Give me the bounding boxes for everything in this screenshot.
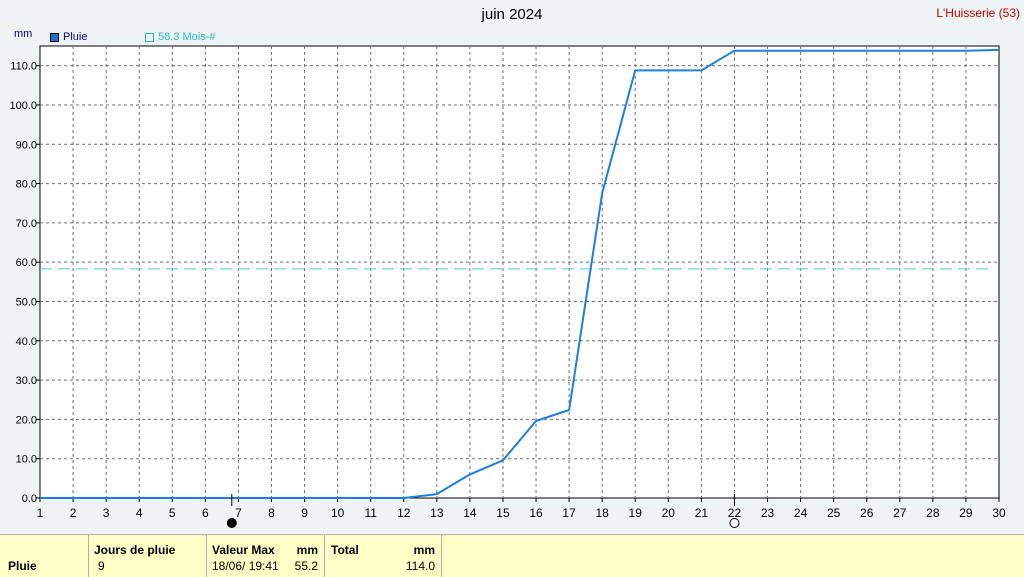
rain-chart: 1 2 3 4 5 6 7 8 9 10 11 12 13 14 15 16 17 18 19 20 21 22 23 24 2… bbox=[9, 45, 1006, 528]
max-value: 55.2 bbox=[294, 559, 318, 573]
x-tick-label: 28 bbox=[926, 506, 940, 520]
x-tick-label: 15 bbox=[496, 506, 510, 520]
x-tick-label: 23 bbox=[761, 506, 775, 520]
x-tick-label: 26 bbox=[860, 506, 874, 520]
summary-cell-jours: Jours de pluie 9 bbox=[88, 535, 206, 577]
x-tick-label: 19 bbox=[629, 506, 643, 520]
x-tick-label: 9 bbox=[301, 506, 308, 520]
x-tick-label: 24 bbox=[794, 506, 808, 520]
x-tick-label: 8 bbox=[268, 506, 275, 520]
jours-value: 9 bbox=[98, 559, 105, 573]
summary-cell-max: Valeur Max mm 18/06/ 19:41 55.2 bbox=[206, 535, 324, 577]
y-tick-label: 90.0 bbox=[16, 139, 37, 151]
y-tick-label: 80.0 bbox=[16, 179, 37, 191]
x-tick-label: 12 bbox=[397, 506, 411, 520]
y-tick-label: 50.0 bbox=[16, 296, 37, 308]
x-tick-label: 6 bbox=[202, 506, 209, 520]
x-tick-label: 4 bbox=[136, 506, 143, 520]
y-tick-label: 110.0 bbox=[10, 61, 37, 73]
legend-swatch-reference bbox=[145, 32, 154, 42]
total-label: Total bbox=[331, 543, 359, 557]
summary-cell-total: Total mm 114.0 bbox=[324, 535, 442, 577]
x-tick-label: 16 bbox=[529, 506, 543, 520]
x-tick-label: 3 bbox=[103, 506, 110, 520]
total-unit: mm bbox=[413, 543, 435, 557]
x-tick-label: 11 bbox=[364, 506, 377, 520]
max-date: 18/06/ 19:41 bbox=[212, 559, 279, 573]
max-label: Valeur Max bbox=[212, 543, 275, 557]
x-tick-label: 22 bbox=[728, 506, 742, 520]
y-tick-label: 10.0 bbox=[16, 454, 37, 466]
x-tick-label: 17 bbox=[562, 506, 576, 520]
y-tick-label: 70.0 bbox=[16, 218, 37, 230]
y-tick-label: 100.0 bbox=[9, 100, 37, 112]
x-tick-label: 18 bbox=[595, 506, 609, 520]
legend-item-reference: 58.3 Mois-# bbox=[145, 31, 215, 43]
station-name: L'Huisserie (53) bbox=[936, 6, 1020, 20]
x-tick-label: 30 bbox=[992, 506, 1006, 520]
x-tick-label: 20 bbox=[662, 506, 676, 520]
x-tick-label: 21 bbox=[695, 506, 709, 520]
y-tick-label: 60.0 bbox=[16, 257, 37, 269]
plot-area bbox=[39, 45, 1000, 499]
chart-title: juin 2024 bbox=[481, 6, 543, 23]
y-tick-label: 20.0 bbox=[16, 414, 37, 426]
full-moon-marker bbox=[729, 518, 740, 528]
max-unit: mm bbox=[296, 543, 318, 557]
summary-panel: Pluie Jours de pluie 9 Valeur Max mm 18/… bbox=[0, 534, 1024, 577]
y-tick-label: 40.0 bbox=[16, 336, 37, 348]
x-tick-label: 13 bbox=[430, 506, 444, 520]
series-line-pluie bbox=[40, 48, 1000, 499]
legend-label-pluie: Pluie bbox=[63, 31, 88, 43]
x-tick-label: 27 bbox=[893, 506, 907, 520]
x-tick-label: 10 bbox=[331, 506, 345, 520]
new-moon-marker bbox=[226, 518, 237, 528]
legend-swatch-pluie bbox=[50, 32, 59, 42]
y-tick-label: 0.0 bbox=[22, 493, 37, 505]
total-value: 114.0 bbox=[405, 559, 435, 573]
jours-label: Jours de pluie bbox=[94, 543, 176, 557]
x-tick-label: 1 bbox=[37, 506, 44, 520]
x-tick-label: 29 bbox=[959, 506, 973, 520]
x-tick-label: 2 bbox=[70, 506, 77, 520]
legend-item-pluie: Pluie bbox=[50, 31, 87, 43]
y-tick-label: 30.0 bbox=[16, 375, 37, 387]
legend-label-reference: 58.3 Mois-# bbox=[158, 31, 216, 43]
x-tick-label: 5 bbox=[169, 506, 176, 520]
x-tick-label: 14 bbox=[463, 506, 477, 520]
x-tick-label: 25 bbox=[827, 506, 841, 520]
x-tick-label: 7 bbox=[235, 506, 242, 520]
summary-row-label: Pluie bbox=[8, 559, 37, 573]
y-axis-unit: mm bbox=[14, 28, 33, 40]
